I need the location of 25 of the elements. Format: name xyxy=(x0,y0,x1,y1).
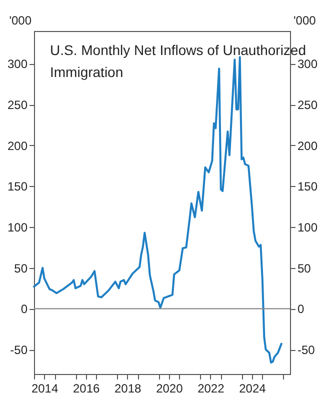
x-tick-label: 2020 xyxy=(156,382,184,396)
y-tick-label: 150 xyxy=(7,180,28,194)
y-tick-label: 0 xyxy=(20,302,28,316)
y2-tick-label: 150 xyxy=(298,180,318,194)
y2-tick-label: 50 xyxy=(298,261,312,276)
y2-tick-label: 100 xyxy=(298,220,318,234)
y2-tick-label: 300 xyxy=(298,57,318,72)
x-tick-label: 2022 xyxy=(198,382,225,396)
x-tick-label: 2024 xyxy=(239,382,266,396)
line-series xyxy=(33,56,282,364)
y2-axis-title: '000 xyxy=(294,14,316,28)
y2-tick-label: 250 xyxy=(298,98,318,112)
x-tick-label: 2014 xyxy=(31,382,58,396)
y2-tick-label: -50 xyxy=(298,343,316,357)
y-tick-label: 50 xyxy=(14,261,28,276)
x-tick-label: 2018 xyxy=(114,382,142,396)
y-tick-label: 100 xyxy=(7,220,28,234)
y2-tick-label: 0 xyxy=(298,302,304,316)
y-axis-title: '000 xyxy=(9,14,32,28)
y-tick-label: -50 xyxy=(10,343,28,357)
y-tick-label: 200 xyxy=(7,138,28,153)
y-tick-label: 300 xyxy=(7,57,28,72)
y-tick-label: 250 xyxy=(7,98,28,112)
y2-tick-label: 200 xyxy=(298,138,318,153)
x-tick-label: 2016 xyxy=(72,382,100,396)
